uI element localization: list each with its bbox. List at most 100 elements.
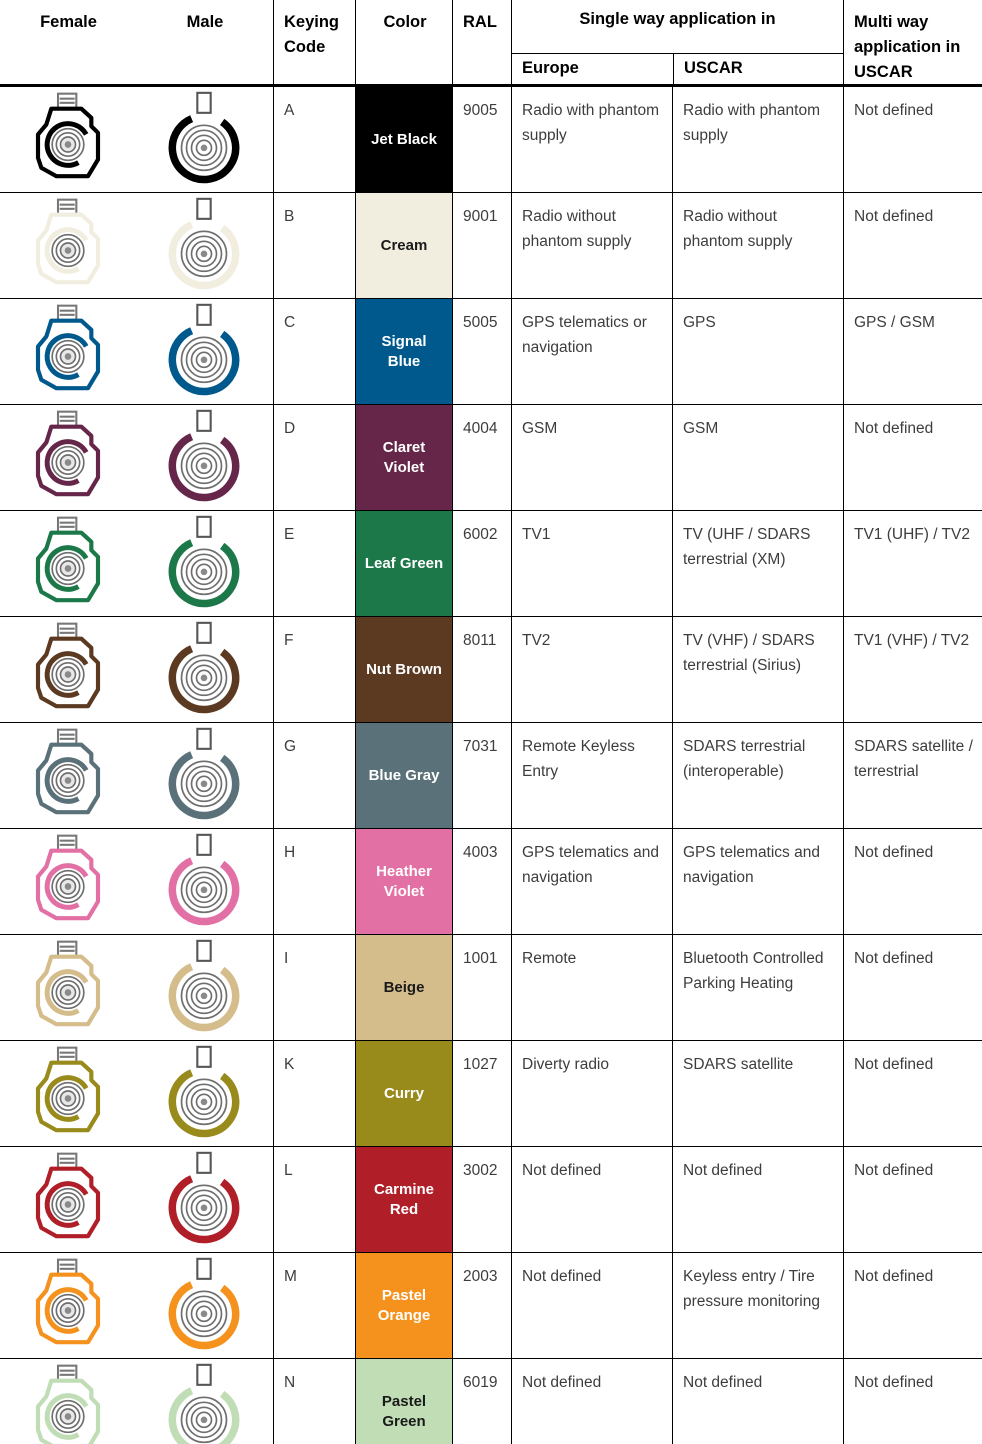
color-name: Pastel Green bbox=[381, 1392, 427, 1430]
keying-code: I bbox=[284, 950, 289, 968]
table-row: K Curry 1027 Diverty radio SDARS satelli… bbox=[0, 1040, 982, 1147]
ral-cell: 5005 bbox=[452, 299, 511, 405]
europe-application: TV1 bbox=[522, 526, 551, 544]
male-connector-cell bbox=[135, 299, 273, 404]
color-name: Nut Brown bbox=[366, 660, 442, 678]
female-connector-icon bbox=[35, 940, 100, 1027]
table-row: E Leaf Green 6002 TV1 TV (UHF / SDARS te… bbox=[0, 510, 982, 617]
europe-application: GPS telematics and navigation bbox=[522, 844, 659, 887]
color-cell: Jet Black bbox=[355, 87, 452, 193]
europe-application-cell: Remote Keyless Entry bbox=[511, 723, 672, 829]
keying-code-cell: I bbox=[273, 935, 355, 1041]
female-connector-cell bbox=[0, 299, 135, 404]
male-connector-cell bbox=[135, 1359, 273, 1444]
table-header: Female Male Keying Code Color RAL Single… bbox=[0, 0, 982, 88]
multiway-application: Not defined bbox=[854, 1268, 934, 1286]
male-connector-icon bbox=[168, 304, 240, 396]
male-connector-icon bbox=[168, 728, 240, 820]
multiway-application: Not defined bbox=[854, 1056, 934, 1074]
europe-application-cell: Radio without phantom supply bbox=[511, 193, 672, 299]
color-cell: Leaf Green bbox=[355, 511, 452, 617]
uscar-application: SDARS satellite bbox=[683, 1056, 794, 1074]
color-cell: Signal Blue bbox=[355, 299, 452, 405]
female-connector-cell bbox=[0, 829, 135, 934]
multiway-application-cell: Not defined bbox=[843, 193, 982, 299]
ral-cell: 3002 bbox=[452, 1147, 511, 1253]
uscar-application: Bluetooth Controlled Parking Heating bbox=[683, 950, 824, 993]
multiway-application-cell: Not defined bbox=[843, 87, 982, 193]
color-name: Heather Violet bbox=[376, 862, 432, 900]
multiway-application-cell: Not defined bbox=[843, 1041, 982, 1147]
multiway-application: Not defined bbox=[854, 208, 934, 226]
ral-number: 4003 bbox=[463, 844, 498, 862]
uscar-application: Radio with phantom supply bbox=[683, 102, 820, 145]
ral-number: 5005 bbox=[463, 314, 498, 332]
female-connector-cell bbox=[0, 1147, 135, 1252]
female-connector-cell bbox=[0, 1041, 135, 1146]
ral-cell: 9005 bbox=[452, 87, 511, 193]
color-swatch: Pastel Orange bbox=[356, 1253, 452, 1359]
color-swatch: Beige bbox=[356, 935, 452, 1041]
table-body: A Jet Black 9005 Radio with phantom supp… bbox=[0, 87, 982, 1444]
keying-code-cell: D bbox=[273, 405, 355, 511]
europe-application: GPS telematics or navigation bbox=[522, 314, 647, 357]
female-connector-icon bbox=[35, 1046, 100, 1133]
uscar-application-cell: Keyless entry / Tire pressure monitoring bbox=[672, 1253, 843, 1359]
color-swatch: Carmine Red bbox=[356, 1147, 452, 1253]
male-connector-icon bbox=[168, 516, 240, 608]
keying-code: E bbox=[284, 526, 295, 544]
color-cell: Pastel Orange bbox=[355, 1253, 452, 1359]
keying-code-cell: F bbox=[273, 617, 355, 723]
keying-code: B bbox=[284, 208, 295, 226]
table-row: L Carmine Red 3002 Not defined Not defin… bbox=[0, 1146, 982, 1253]
ral-number: 6019 bbox=[463, 1374, 498, 1392]
table-row: G Blue Gray 7031 Remote Keyless Entry SD… bbox=[0, 722, 982, 829]
color-swatch: Blue Gray bbox=[356, 723, 452, 829]
europe-application: GSM bbox=[522, 420, 558, 438]
multiway-application: SDARS satellite / terrestrial bbox=[854, 738, 973, 781]
europe-application-cell: GSM bbox=[511, 405, 672, 511]
europe-application-cell: Remote bbox=[511, 935, 672, 1041]
multiway-application-cell: TV1 (UHF) / TV2 bbox=[843, 511, 982, 617]
color-swatch: Heather Violet bbox=[356, 829, 452, 935]
color-name: Blue Gray bbox=[368, 766, 440, 784]
ral-cell: 1027 bbox=[452, 1041, 511, 1147]
ral-number: 2003 bbox=[463, 1268, 498, 1286]
male-connector-cell bbox=[135, 723, 273, 828]
male-connector-cell bbox=[135, 1147, 273, 1252]
multiway-application: Not defined bbox=[854, 420, 934, 438]
female-connector-icon bbox=[35, 304, 100, 391]
color-cell: Heather Violet bbox=[355, 829, 452, 935]
keying-code-cell: E bbox=[273, 511, 355, 617]
color-cell: Nut Brown bbox=[355, 617, 452, 723]
uscar-application-cell: SDARS terrestrial (interoperable) bbox=[672, 723, 843, 829]
uscar-application: GSM bbox=[683, 420, 719, 438]
europe-application-cell: Not defined bbox=[511, 1359, 672, 1444]
uscar-application: TV (VHF) / SDARS terrestrial (Sirius) bbox=[683, 632, 815, 675]
uscar-application: SDARS terrestrial (interoperable) bbox=[683, 738, 806, 781]
multiway-application-cell: Not defined bbox=[843, 1147, 982, 1253]
keying-code-cell: K bbox=[273, 1041, 355, 1147]
header-uscar: USCAR bbox=[673, 54, 844, 85]
uscar-application: GPS bbox=[683, 314, 716, 332]
keying-code: L bbox=[284, 1162, 293, 1180]
table-row: D Claret Violet 4004 GSM GSM Not defined bbox=[0, 404, 982, 511]
color-name: Cream bbox=[380, 236, 428, 254]
europe-application-cell: TV2 bbox=[511, 617, 672, 723]
uscar-application-cell: TV (VHF) / SDARS terrestrial (Sirius) bbox=[672, 617, 843, 723]
ral-number: 6002 bbox=[463, 526, 498, 544]
color-name: Pastel Orange bbox=[377, 1286, 431, 1324]
female-connector-cell bbox=[0, 617, 135, 722]
female-connector-icon bbox=[35, 198, 100, 285]
male-connector-cell bbox=[135, 935, 273, 1040]
keying-code-cell: M bbox=[273, 1253, 355, 1359]
europe-application: Remote Keyless Entry bbox=[522, 738, 635, 781]
color-cell: Carmine Red bbox=[355, 1147, 452, 1253]
keying-code-cell: A bbox=[273, 87, 355, 193]
female-connector-cell bbox=[0, 1253, 135, 1358]
keying-code-cell: N bbox=[273, 1359, 355, 1444]
female-connector-icon bbox=[35, 622, 100, 709]
multiway-application-cell: Not defined bbox=[843, 405, 982, 511]
header-ral: RAL bbox=[452, 0, 511, 85]
uscar-application-cell: Radio without phantom supply bbox=[672, 193, 843, 299]
